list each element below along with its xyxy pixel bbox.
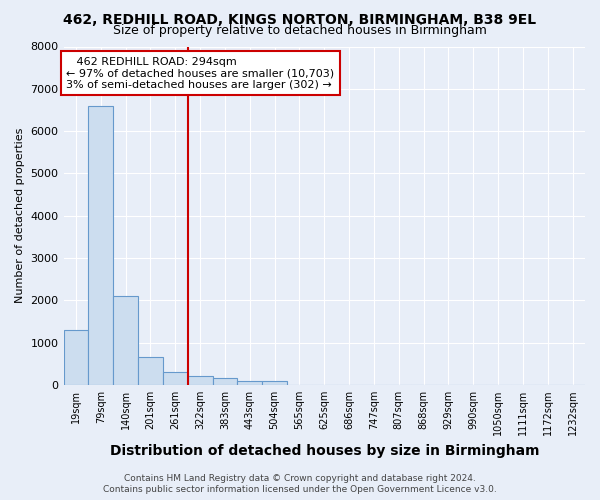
Text: 462 REDHILL ROAD: 294sqm
← 97% of detached houses are smaller (10,703)
3% of sem: 462 REDHILL ROAD: 294sqm ← 97% of detach… [66, 56, 334, 90]
Text: Contains HM Land Registry data © Crown copyright and database right 2024.
Contai: Contains HM Land Registry data © Crown c… [103, 474, 497, 494]
Bar [163, 372, 188, 385]
Bar [138, 358, 163, 385]
Bar [212, 378, 238, 385]
Bar [64, 330, 88, 385]
Bar [188, 376, 212, 385]
Bar [238, 380, 262, 385]
Y-axis label: Number of detached properties: Number of detached properties [15, 128, 25, 304]
Text: 462, REDHILL ROAD, KINGS NORTON, BIRMINGHAM, B38 9EL: 462, REDHILL ROAD, KINGS NORTON, BIRMING… [64, 12, 536, 26]
Bar [88, 106, 113, 385]
Bar [113, 296, 138, 385]
Text: Size of property relative to detached houses in Birmingham: Size of property relative to detached ho… [113, 24, 487, 37]
Bar [262, 380, 287, 385]
X-axis label: Distribution of detached houses by size in Birmingham: Distribution of detached houses by size … [110, 444, 539, 458]
